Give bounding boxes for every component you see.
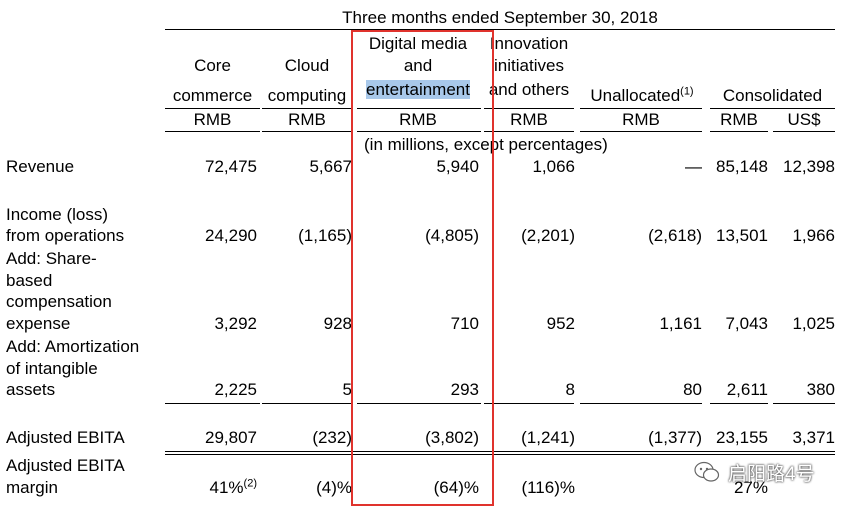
row-label: expense (6, 314, 71, 333)
row-label: assets (6, 380, 56, 399)
highlighted-header-text: entertainment (366, 80, 470, 99)
watermark: 启阳路4号 (694, 455, 815, 489)
row-label: margin (6, 478, 58, 497)
row-label: Income (loss) (6, 205, 109, 224)
row-label: of intangible (6, 359, 98, 378)
units-note: (in millions, except percentages) (364, 135, 608, 154)
period-heading: Three months ended September 30, 2018 (342, 8, 658, 27)
row-label: based (6, 271, 53, 290)
row-label: from operations (6, 226, 125, 245)
row-label: Adjusted EBITA (6, 428, 125, 447)
watermark-text: 启阳路4号 (728, 463, 815, 485)
row-label: Add: Amortization (6, 337, 140, 356)
row-label: Add: Share- (6, 249, 97, 268)
row-label: Adjusted EBITA (6, 456, 125, 475)
period-rule (165, 29, 835, 30)
row-label: compensation (6, 292, 112, 311)
row-label: Revenue (6, 157, 75, 176)
wechat-logo-icon (694, 461, 720, 482)
